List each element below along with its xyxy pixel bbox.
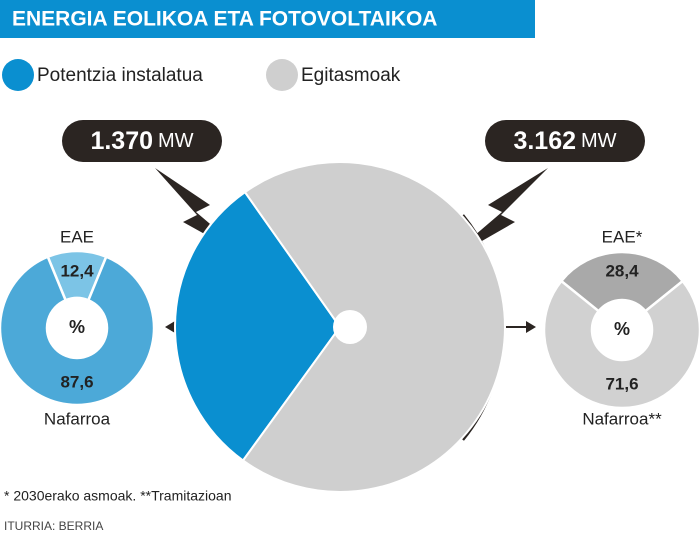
center-label: % (614, 319, 630, 339)
title-band (0, 0, 535, 38)
legend-swatch (266, 59, 298, 91)
title: ENERGIA EOLIKOA ETA FOTOVOLTAIKOA (12, 8, 437, 31)
category-label: Nafarroa (44, 409, 111, 428)
callout-value: 3.162 (513, 127, 576, 155)
source: ITURRIA: BERRIA (4, 519, 103, 533)
arrow-left-head (165, 321, 175, 333)
legend-swatch (2, 59, 34, 91)
callout-left (62, 120, 222, 162)
legend-label: Egitasmoak (301, 65, 401, 86)
callout-unit: MW (158, 130, 194, 152)
category-label: EAE (60, 227, 94, 246)
donut-segment (559, 250, 685, 313)
donut-segment (0, 255, 156, 407)
legend-label: Potentzia instalatua (37, 65, 203, 86)
value-label: 71,6 (605, 374, 638, 393)
callout-text: 1.370 MW (90, 127, 193, 155)
pie-slice (241, 161, 506, 493)
value-label: 28,4 (605, 261, 639, 280)
pie-hole (333, 310, 367, 344)
arrow-right-head (526, 321, 536, 333)
callout-value: 1.370 (90, 127, 153, 155)
value-label: 87,6 (60, 372, 93, 391)
center-label: % (69, 317, 85, 337)
callout-unit: MW (581, 130, 617, 152)
donut-segment (542, 279, 700, 410)
callout-text: 3.162 MW (513, 127, 616, 155)
pie-slice (174, 190, 342, 462)
callout-right (485, 120, 645, 162)
category-label: Nafarroa** (582, 409, 662, 428)
category-label: EAE* (602, 227, 643, 246)
footnote: * 2030erako asmoak. **Tramitazioan (4, 488, 232, 504)
value-label: 12,4 (60, 261, 94, 280)
bolt-left (155, 168, 255, 262)
bolt-right (440, 168, 548, 265)
